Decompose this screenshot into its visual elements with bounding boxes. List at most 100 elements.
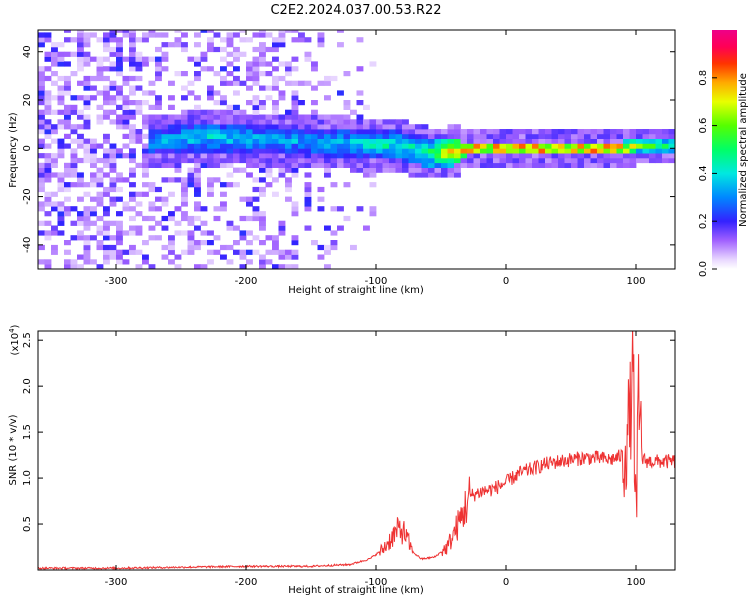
spectrogram-cell — [57, 215, 65, 222]
spectrogram-cell — [376, 162, 383, 168]
spectrogram-cell — [122, 80, 130, 86]
spectrogram-cell — [291, 133, 299, 139]
spectrogram-cell — [584, 129, 591, 135]
spectrogram-cell — [96, 225, 104, 231]
spectrogram-cell — [44, 32, 52, 38]
spectrogram-cell — [298, 124, 305, 130]
spectrogram-cell — [545, 148, 552, 154]
spectrogram-cell — [252, 133, 260, 139]
spectrogram-cell — [77, 264, 84, 269]
spectrogram-cell — [616, 148, 624, 154]
spectrogram-cell — [38, 167, 45, 173]
spectrogram-cell — [187, 249, 195, 255]
spectrogram-cell — [577, 129, 585, 135]
spectrogram-cell — [642, 153, 650, 159]
spectrogram-cell — [532, 148, 539, 154]
spectrogram-cell — [155, 66, 162, 72]
spectrogram-cell — [356, 124, 364, 130]
spectrogram-cell — [376, 167, 383, 173]
spectrogram-cell — [70, 51, 78, 57]
spectrogram-cell — [129, 244, 136, 251]
spectrogram-cell — [51, 206, 58, 212]
spectrogram-cell — [395, 138, 403, 144]
spectrogram-cell — [402, 129, 409, 135]
spectrogram-cell — [356, 162, 364, 168]
spectrogram-cell — [142, 124, 149, 130]
spectrogram-cell — [129, 215, 136, 222]
spectrogram-cell — [51, 124, 58, 130]
spectrogram-cell — [616, 129, 624, 135]
spectrogram-cell — [181, 186, 188, 193]
spectrogram-cell — [200, 240, 208, 246]
spectrogram-cell — [213, 157, 221, 164]
spectrogram-cell — [272, 100, 279, 106]
spectrogram-cell — [395, 124, 403, 130]
spectrogram-cell — [135, 109, 143, 115]
spectrogram-cell — [408, 157, 416, 164]
spectrogram-cell — [499, 133, 507, 139]
spectrogram-cell — [304, 225, 312, 231]
spectrogram-cell — [590, 143, 598, 149]
spectrogram-cell — [77, 30, 84, 33]
spectrogram-cell — [259, 264, 266, 269]
spectrogram-cell — [155, 133, 162, 139]
spectrogram-cell — [109, 186, 117, 193]
spectrogram-cell — [207, 259, 214, 265]
spectrogram-cell — [109, 32, 117, 38]
spectrogram-cell — [70, 206, 78, 212]
spectrogram-cell — [259, 148, 266, 154]
spectrogram-cell — [571, 157, 578, 164]
spectrogram-cell — [259, 56, 266, 62]
spectrogram-cell — [506, 157, 513, 164]
spectrogram-cell — [161, 244, 169, 251]
spectrogram-cell — [415, 124, 422, 130]
spectrogram-cell — [603, 138, 611, 144]
spectrogram-cell — [44, 95, 52, 101]
spectrogram-cell — [142, 148, 149, 154]
spectrogram-cell — [610, 153, 617, 159]
spectrogram-cell — [220, 244, 227, 251]
spectrogram-cell — [415, 133, 422, 139]
spectrogram-cell — [655, 148, 663, 154]
spectrogram-cell — [90, 211, 97, 217]
spectrogram-cell — [181, 215, 188, 222]
spectrogram-cell — [187, 90, 195, 96]
spectrogram-cell — [83, 235, 91, 241]
spectrogram-cell — [558, 162, 565, 168]
spectrogram-cell — [590, 157, 598, 164]
spectrogram-cell — [428, 162, 435, 168]
spectrogram-cell — [155, 138, 162, 144]
spectrogram-cell — [161, 162, 169, 168]
spectrogram-cell — [252, 109, 260, 115]
spectrogram-cell — [220, 182, 227, 188]
spectrogram-cell — [473, 157, 481, 164]
spectrogram-cell — [493, 133, 500, 139]
spectrogram-cell — [168, 240, 175, 246]
spectrogram-cell — [96, 75, 104, 82]
spectrogram-cell — [38, 80, 45, 86]
spectrogram-cell — [194, 240, 201, 246]
colorbar-tick-label: 0.6 — [698, 118, 709, 134]
spectrogram-cell — [207, 109, 214, 115]
spectrogram-cell — [90, 95, 97, 101]
spectrogram-cell — [181, 85, 188, 91]
spectrogram-cell — [291, 80, 299, 86]
spectrogram-cell — [129, 153, 136, 159]
spectrogram-cell — [38, 182, 45, 188]
spectrogram-cell — [324, 244, 331, 251]
spectrogram-cell — [369, 124, 377, 130]
spectrogram-cell — [207, 182, 214, 188]
spectrogram-cell — [265, 138, 273, 144]
spectrogram-cell — [571, 148, 578, 154]
spectrogram-cell — [77, 56, 84, 62]
spectrogram-cell — [77, 66, 84, 72]
spectrogram-cell — [220, 153, 227, 159]
spectrogram-cell — [447, 124, 455, 130]
spectrogram-cell — [70, 129, 78, 135]
spectrogram-cell — [44, 235, 52, 241]
spectrogram-cell — [538, 157, 546, 164]
spectrogram-cell — [213, 153, 221, 159]
spectrogram-cell — [486, 157, 494, 164]
spectrogram-cell — [480, 129, 487, 135]
